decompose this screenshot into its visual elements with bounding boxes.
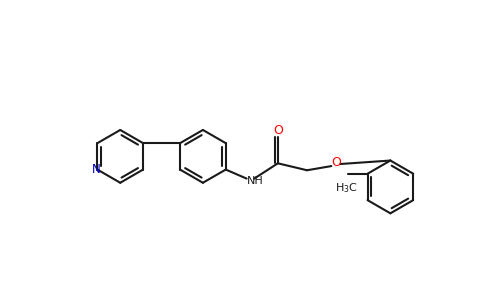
Text: H$_3$C: H$_3$C: [335, 182, 358, 195]
Text: O: O: [273, 124, 283, 137]
Text: N: N: [92, 163, 101, 176]
Text: NH: NH: [247, 176, 264, 186]
Text: O: O: [331, 156, 341, 169]
